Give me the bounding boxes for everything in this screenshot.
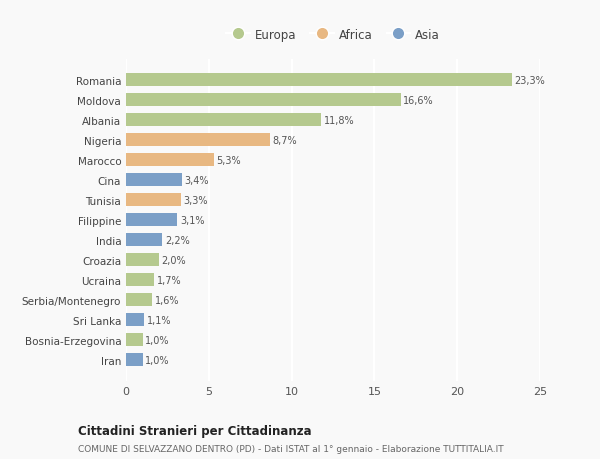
Bar	[126, 74, 512, 87]
Text: 11,8%: 11,8%	[324, 116, 355, 126]
Bar	[126, 134, 270, 147]
Text: 2,0%: 2,0%	[161, 255, 186, 265]
Text: 3,3%: 3,3%	[183, 196, 208, 205]
Bar	[126, 313, 144, 326]
Bar	[126, 234, 163, 247]
Text: 1,7%: 1,7%	[157, 275, 181, 285]
Text: 1,6%: 1,6%	[155, 295, 179, 305]
Text: COMUNE DI SELVAZZANO DENTRO (PD) - Dati ISTAT al 1° gennaio - Elaborazione TUTTI: COMUNE DI SELVAZZANO DENTRO (PD) - Dati …	[78, 444, 503, 453]
Text: 2,2%: 2,2%	[165, 235, 190, 245]
Legend: Europa, Africa, Asia: Europa, Africa, Asia	[221, 24, 445, 46]
Text: 1,0%: 1,0%	[145, 335, 170, 345]
Text: 5,3%: 5,3%	[216, 156, 241, 166]
Bar	[126, 214, 178, 227]
Bar	[126, 114, 322, 127]
Bar	[126, 94, 401, 107]
Text: 23,3%: 23,3%	[514, 76, 545, 86]
Bar	[126, 174, 182, 187]
Text: 8,7%: 8,7%	[272, 135, 297, 146]
Bar	[126, 254, 159, 267]
Text: Cittadini Stranieri per Cittadinanza: Cittadini Stranieri per Cittadinanza	[78, 424, 311, 437]
Bar	[126, 334, 143, 347]
Bar	[126, 194, 181, 207]
Bar	[126, 274, 154, 286]
Bar	[126, 294, 152, 307]
Text: 3,4%: 3,4%	[185, 175, 209, 185]
Text: 3,1%: 3,1%	[180, 215, 205, 225]
Bar	[126, 154, 214, 167]
Text: 16,6%: 16,6%	[403, 96, 434, 106]
Bar	[126, 353, 143, 366]
Text: 1,1%: 1,1%	[146, 315, 171, 325]
Text: 1,0%: 1,0%	[145, 355, 170, 365]
